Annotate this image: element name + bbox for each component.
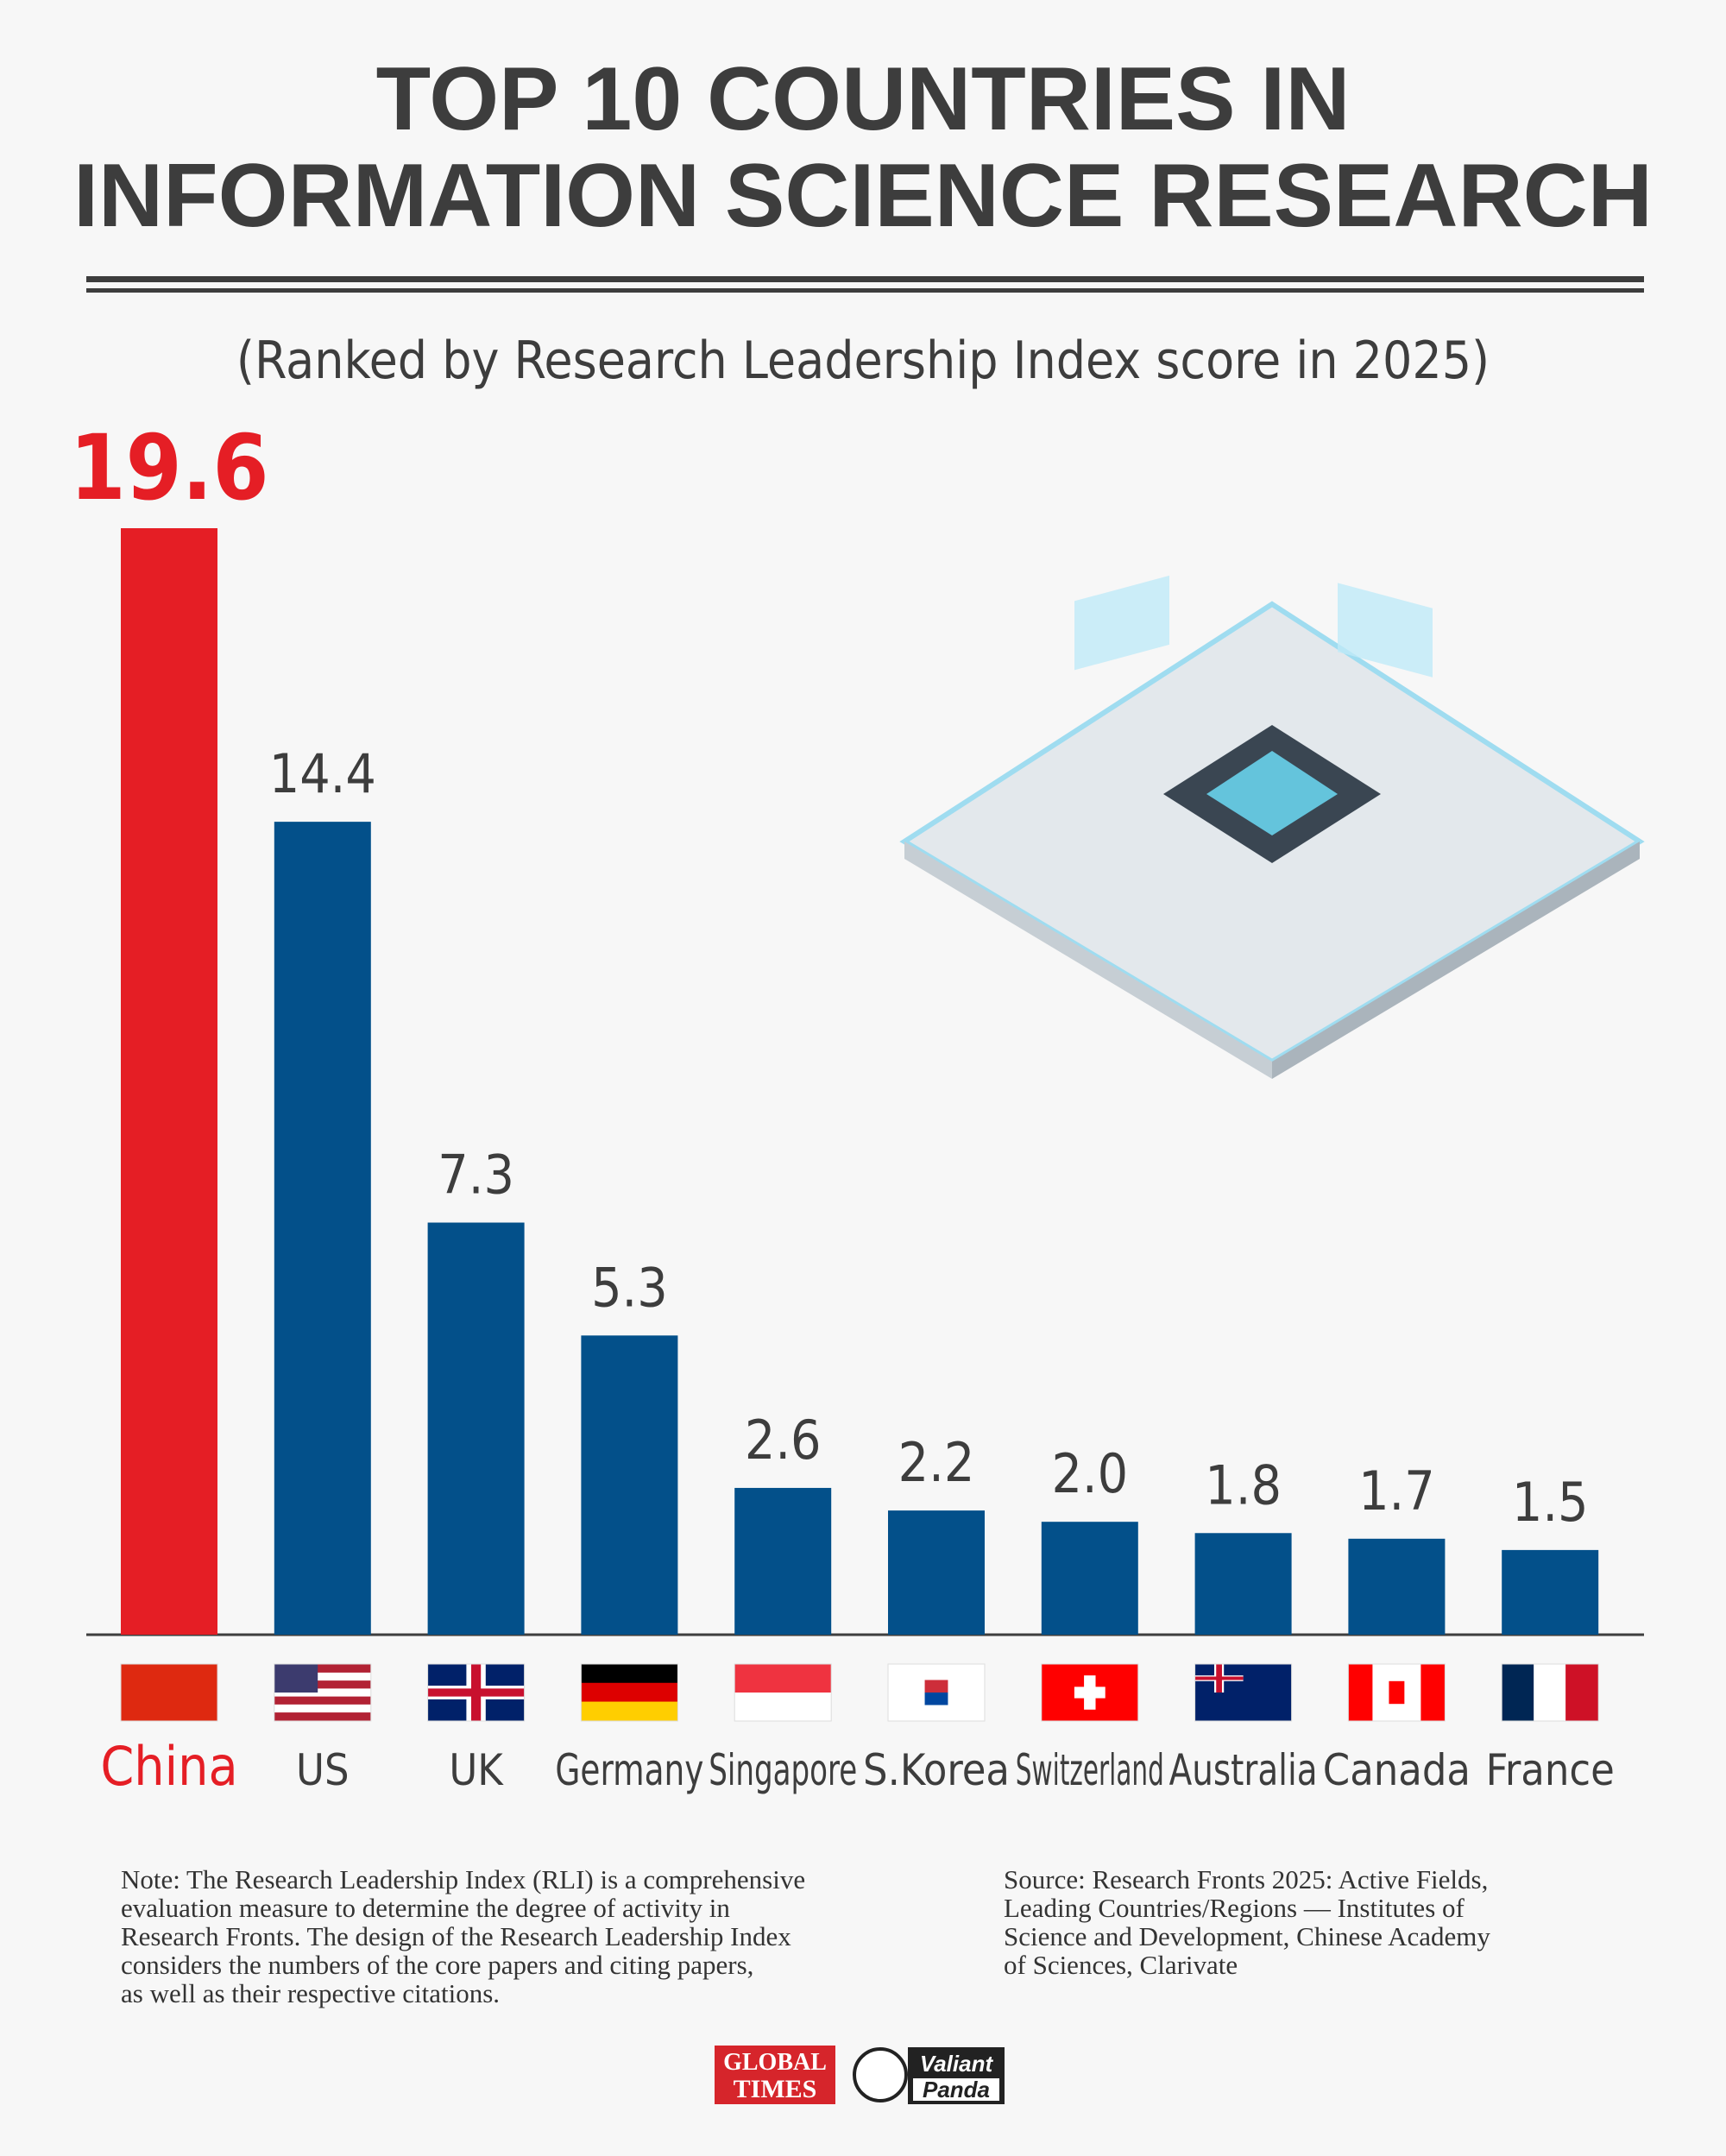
flag-part [274,1704,371,1713]
flag-part [924,1680,948,1693]
flag-part [1565,1664,1599,1721]
flag-part [274,1664,318,1693]
flag-part [121,1664,217,1721]
flag-part [1502,1664,1535,1721]
logos: GLOBAL TIMES Valiant Panda [715,2046,1005,2104]
value-label: 2.0 [1051,1442,1128,1505]
value-label: 2.6 [745,1409,822,1472]
logo-box [715,2046,835,2104]
logo-text: TIMES [734,2075,817,2103]
bar [1041,1522,1138,1635]
flag-part [734,1693,832,1721]
flag-border [1347,1663,1446,1722]
value-label: 19.6 [70,415,269,520]
flag-border [274,1663,372,1722]
value-label: 1.5 [1512,1471,1589,1534]
flag-border [1041,1663,1139,1722]
flag-border [580,1663,678,1722]
source-line: Science and Development, Chinese Academy [1004,1921,1490,1951]
bar [734,1487,832,1635]
source-line: Source: Research Fronts 2025: Active Fie… [1004,1864,1488,1894]
flag-border [734,1663,832,1722]
bar [427,1222,525,1635]
source-line: Leading Countries/Regions — Institutes o… [1004,1893,1465,1923]
value-label: 1.8 [1205,1453,1282,1516]
bar [1348,1538,1446,1635]
x-tick-label: China [100,1735,237,1798]
flag-part [1074,1686,1106,1699]
bar [121,528,217,1635]
flag-part [1194,1664,1292,1721]
flag-border [120,1663,218,1722]
bar [581,1335,678,1635]
x-tick-label: S.Korea [863,1745,1010,1795]
bar [274,822,371,1635]
flag-part [1348,1664,1373,1721]
title-line: INFORMATION SCIENCE RESEARCH [73,146,1653,246]
x-tick-label: UK [449,1745,504,1795]
x-tick-label: Australia [1169,1745,1318,1795]
flag-part [581,1682,678,1703]
logo-text: Panda [923,2077,990,2102]
x-tick-label: Canada [1323,1745,1471,1795]
value-label: 14.4 [269,742,376,805]
bar [888,1510,985,1635]
flag-border [887,1663,986,1722]
flag-part [274,1688,371,1697]
value-label: 1.7 [1358,1459,1435,1522]
bar [1194,1533,1292,1635]
subtitle: (Ranked by Research Leadership Index sco… [236,331,1490,391]
bar [1502,1549,1599,1635]
flag-part [274,1672,371,1681]
divider [86,288,1644,293]
source-line: of Sciences, Clarivate [1004,1950,1238,1980]
flag-part [924,1693,948,1705]
value-label: 2.2 [898,1431,975,1494]
note-line: considers the numbers of the core papers… [121,1950,753,1980]
value-label: 7.3 [438,1144,514,1207]
flag-part [1389,1680,1405,1705]
note-line: Research Fronts. The design of the Resea… [121,1921,791,1951]
flag-part [1216,1664,1222,1693]
flag-border [1501,1663,1599,1722]
note-line: as well as their respective citations. [121,1978,500,2008]
x-tick-label: US [296,1745,350,1795]
logo-text: Valiant [920,2051,994,2077]
flag-part [581,1664,678,1684]
note: Note: The Research Leadership Index (RLI… [121,1864,1490,2008]
flag-border [427,1663,526,1722]
illustration [899,575,1645,1079]
x-tick-label: Switzerland [1016,1745,1164,1795]
note-line: evaluation measure to determine the degr… [121,1893,730,1923]
note-line: Note: The Research Leadership Index (RLI… [121,1864,805,1894]
logo-box [913,2078,999,2101]
value-label: 5.3 [591,1256,668,1319]
flag-part [1534,1664,1567,1721]
x-tick-label: Singapore [709,1745,857,1795]
bars: 19.6 China 14.4 US 7.3 UK 5.3 Germany 2.6 Singapo… [70,415,1615,1798]
title-line: TOP 10 COUNTRIES IN [376,49,1351,149]
divider [86,276,1644,282]
flag-part [1420,1664,1446,1721]
flag-part [734,1664,832,1693]
panda-icon [853,2047,908,2102]
x-tick-label: France [1486,1745,1615,1795]
flag-part [581,1701,678,1721]
flag-part [427,1688,525,1697]
logo-text: GLOBAL [723,2049,827,2076]
flag-border [1194,1663,1293,1722]
x-tick-label: Germany [555,1745,703,1795]
